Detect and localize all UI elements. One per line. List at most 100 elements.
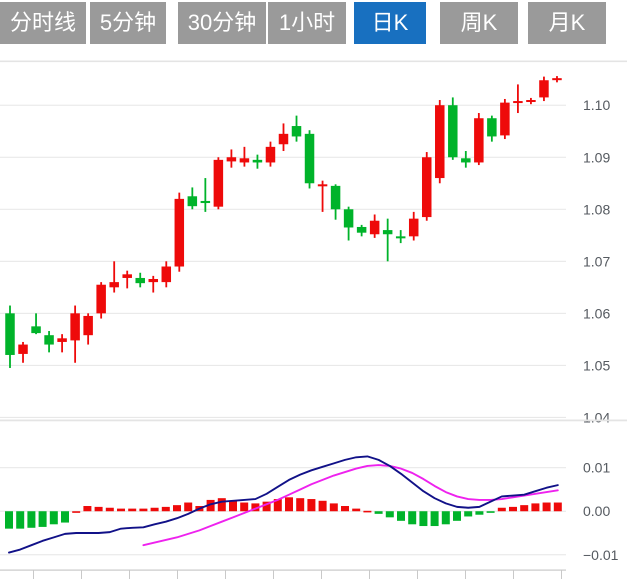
chart-canvas: 1.10 1.09 1.08 1.07 1.06 1.05 1.04 0.01 0.00 −0.…: [0, 46, 627, 579]
macd-bar: [408, 511, 417, 525]
macd-tick-label: 0.01: [583, 460, 610, 476]
macd-bar: [553, 502, 562, 512]
candle: [356, 226, 367, 233]
tab-period-1[interactable]: 5分钟: [90, 2, 166, 44]
tab-period-4[interactable]: 日K: [354, 2, 426, 44]
candle: [513, 101, 523, 104]
macd-bar: [72, 511, 81, 513]
macd-bar: [173, 505, 181, 512]
candle: [5, 313, 15, 355]
macd-bar: [464, 511, 473, 517]
macd-bar: [49, 511, 58, 525]
candle: [317, 184, 328, 187]
macd-bar: [83, 506, 92, 512]
macd-dea-line: [142, 464, 559, 547]
macd-bar: [542, 502, 551, 512]
macd-bar: [105, 507, 114, 512]
tab-period-5[interactable]: 周K: [440, 2, 518, 44]
candle: [96, 284, 106, 314]
macd-bar: [307, 499, 316, 512]
candle: [161, 266, 172, 283]
candle: [448, 105, 458, 158]
candle: [278, 133, 289, 145]
candle: [135, 277, 145, 284]
tab-period-2[interactable]: 30分钟: [178, 2, 266, 44]
macd-bar: [94, 506, 103, 512]
candle: [213, 159, 224, 207]
candle: [31, 326, 41, 334]
price-tick-label: 1.07: [583, 253, 610, 269]
candle: [44, 335, 54, 345]
candle: [395, 236, 406, 239]
candle: [330, 185, 341, 210]
macd-histogram: [5, 497, 562, 529]
candle: [382, 230, 393, 235]
x-axis: [0, 569, 566, 579]
candle: [252, 159, 263, 163]
period-tab-bar: 分时线 5分钟 30分钟 1小时 日K 周K 月K: [0, 2, 627, 46]
candle: [200, 200, 211, 204]
macd-bar: [486, 511, 495, 513]
macd-bar: [296, 498, 305, 512]
candle: [539, 80, 549, 98]
tab-period-0[interactable]: 分时线: [0, 2, 86, 44]
macd-bar: [285, 497, 293, 512]
macd-bar: [531, 503, 540, 512]
macd-tick-label: 0.00: [583, 503, 610, 519]
candle: [83, 315, 93, 336]
price-tick-label: 1.09: [583, 149, 610, 165]
candle: [109, 282, 119, 288]
price-tick-label: 1.10: [583, 97, 610, 113]
macd-bar: [520, 505, 529, 512]
macd-bar: [206, 499, 215, 512]
candle: [304, 133, 315, 184]
candle: [70, 313, 80, 341]
macd-bar: [341, 506, 349, 512]
macd-bar: [329, 503, 338, 512]
macd-bar: [139, 508, 148, 512]
candle: [435, 105, 445, 179]
candle: [18, 344, 28, 354]
macd-bar: [229, 500, 237, 512]
candle: [174, 198, 185, 267]
candle: [291, 126, 302, 137]
macd-bar: [374, 511, 383, 514]
macd-bar: [475, 511, 484, 515]
macd-bar: [273, 499, 282, 512]
macd-bar: [38, 511, 47, 527]
macd-tick-label: −0.01: [583, 547, 619, 563]
macd-bar: [453, 511, 461, 521]
chart-svg: 1.10 1.09 1.08 1.07 1.06 1.05 1.04 0.01 0.00 −0.…: [0, 60, 627, 579]
panel-separator: [0, 419, 627, 422]
candle: [148, 279, 159, 283]
macd-bar: [184, 502, 193, 512]
candle: [552, 78, 562, 81]
macd-bar: [128, 508, 137, 512]
candle: [487, 118, 497, 137]
candle: [122, 274, 132, 278]
macd-bar: [430, 511, 439, 527]
tab-period-3[interactable]: 1小时: [268, 2, 346, 44]
macd-bar: [397, 511, 405, 521]
macd-axis-labels: 0.01 0.00 −0.01: [583, 460, 619, 563]
price-tick-label: 1.06: [583, 305, 610, 321]
macd-dif-line: [8, 455, 559, 554]
macd-bar: [497, 507, 506, 512]
price-tick-label: 1.05: [583, 357, 610, 373]
macd-bar: [262, 501, 271, 512]
macd-bar: [441, 511, 450, 525]
macd-bar: [161, 506, 170, 512]
tab-period-6[interactable]: 月K: [528, 2, 606, 44]
price-tick-label: 1.04: [583, 409, 610, 425]
macd-bar: [117, 508, 125, 512]
candle: [343, 209, 354, 228]
candle: [474, 118, 484, 163]
macd-bar: [61, 511, 69, 523]
macd-bar: [318, 500, 327, 512]
macd-bar: [251, 503, 260, 512]
macd-bar: [419, 511, 428, 527]
macd-bar: [150, 507, 159, 512]
macd-bar: [385, 511, 394, 518]
candle: [500, 102, 510, 136]
